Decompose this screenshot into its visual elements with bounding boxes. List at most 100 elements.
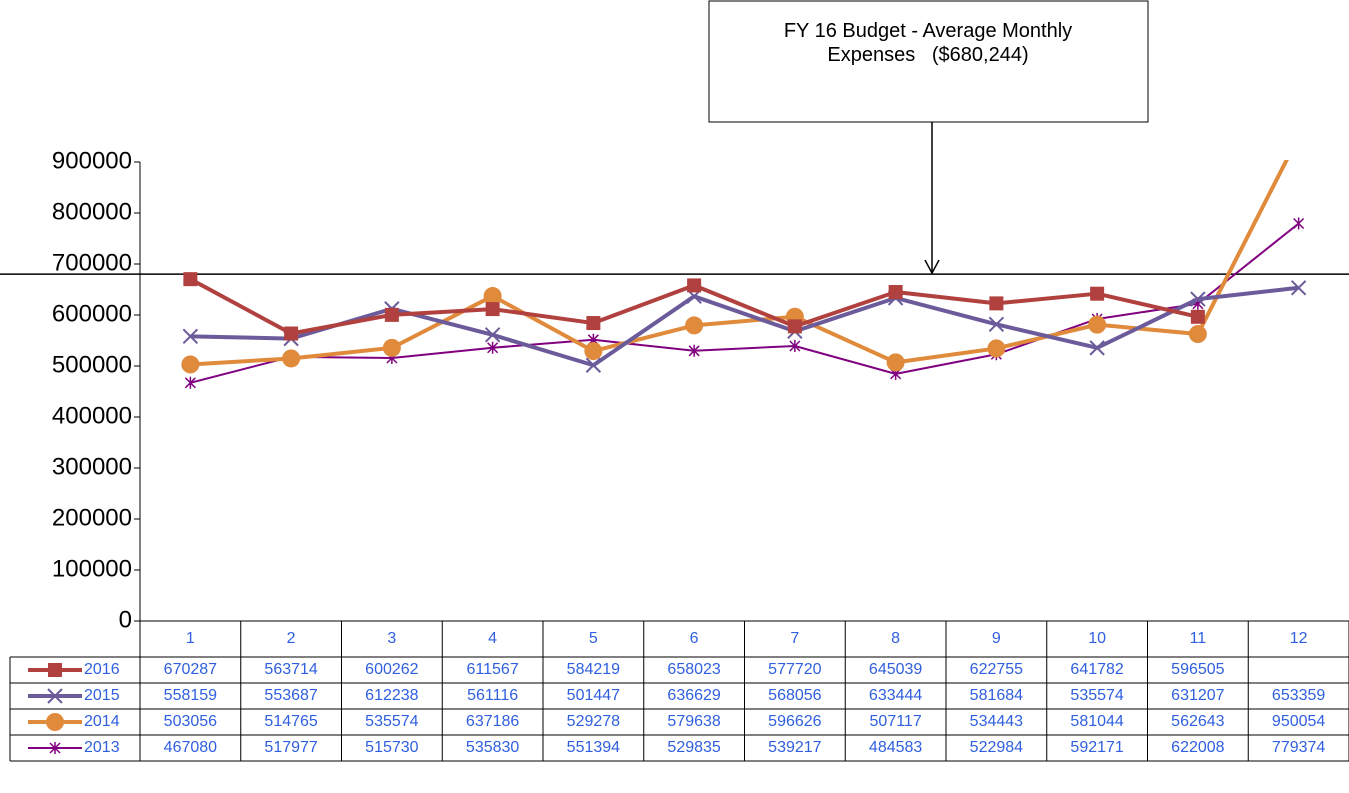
y-tick-label: 300000	[52, 453, 132, 480]
y-tick-label: 700000	[52, 249, 132, 276]
y-tick-label: 900000	[52, 147, 132, 174]
table-value: 551394	[567, 739, 620, 756]
table-value: 581684	[970, 687, 1023, 704]
table-value: 611567	[467, 661, 519, 678]
table-value: 529835	[667, 739, 720, 756]
marker	[888, 285, 903, 300]
table-value: 515730	[365, 739, 418, 756]
y-tick-label: 500000	[52, 351, 132, 378]
table-value: 653359	[1272, 687, 1325, 704]
table-value: 562643	[1171, 713, 1224, 730]
marker	[1089, 340, 1105, 356]
marker	[384, 307, 399, 322]
marker	[789, 339, 801, 352]
marker	[1293, 217, 1305, 230]
table-value: 596626	[768, 713, 821, 730]
table-value: 670287	[164, 661, 217, 678]
table-value: 558159	[164, 687, 217, 704]
table-value: 622008	[1171, 739, 1224, 756]
table-value: 596505	[1171, 661, 1224, 678]
series-line	[190, 222, 1300, 384]
table-value: 612238	[365, 687, 418, 704]
x-tick-label: 3	[387, 630, 396, 647]
table-value: 484583	[869, 739, 922, 756]
table-value: 467080	[164, 739, 217, 756]
x-tick-label: 2	[287, 630, 296, 647]
table-value: 622755	[970, 661, 1023, 678]
table-value: 579638	[667, 713, 720, 730]
table-value: 514765	[264, 713, 317, 730]
marker	[484, 327, 501, 343]
marker	[585, 357, 602, 373]
table-value: 535574	[365, 713, 418, 730]
x-tick-label: 12	[1290, 630, 1308, 647]
marker	[49, 742, 61, 754]
table-value: 561116	[467, 687, 518, 704]
y-tick-label: 100000	[52, 555, 132, 582]
marker	[687, 278, 702, 293]
table-value: 637186	[466, 713, 519, 730]
x-tick-label: 7	[790, 630, 799, 647]
table-value: 636629	[667, 687, 720, 704]
marker	[282, 349, 301, 368]
marker	[1290, 127, 1308, 145]
table-value: 535830	[466, 739, 519, 756]
table-value: 584219	[567, 661, 620, 678]
table-value: 517977	[264, 739, 317, 756]
table-value: 522984	[970, 739, 1023, 756]
marker	[685, 316, 704, 335]
series-line	[190, 160, 1289, 367]
marker	[182, 328, 199, 345]
marker	[47, 688, 63, 704]
x-tick-label: 6	[690, 630, 699, 647]
plot-area	[181, 127, 1308, 389]
marker	[483, 287, 502, 306]
table-value: 641782	[1070, 661, 1123, 678]
marker	[485, 302, 500, 317]
table-value: 503056	[164, 713, 217, 730]
table-value: 633444	[869, 687, 922, 704]
y-tick-label: 0	[119, 606, 132, 633]
table-value: 631207	[1171, 687, 1224, 704]
y-tick-label: 800000	[52, 198, 132, 225]
table-value: 658023	[667, 661, 720, 678]
marker	[284, 326, 299, 341]
marker	[987, 339, 1006, 358]
marker	[46, 713, 64, 731]
marker	[1088, 315, 1107, 334]
marker	[48, 663, 62, 677]
x-tick-label: 10	[1088, 630, 1106, 647]
marker	[183, 272, 198, 287]
x-tick-label: 11	[1190, 630, 1207, 647]
annotation: FY 16 Budget - Average Monthly Expenses (…	[784, 20, 1072, 66]
y-tick-label: 400000	[52, 402, 132, 429]
x-tick-label: 1	[186, 630, 195, 647]
legend-label: 2015	[84, 687, 120, 704]
marker	[787, 319, 802, 334]
table-value: 534443	[970, 713, 1023, 730]
legend-label: 2013	[84, 739, 120, 756]
table-value: 577720	[768, 661, 821, 678]
table-value: 950054	[1272, 713, 1325, 730]
marker	[1090, 286, 1105, 301]
table-value: 507117	[870, 713, 922, 730]
x-tick-label: 5	[589, 630, 598, 647]
marker	[184, 376, 196, 389]
marker	[988, 316, 1005, 333]
x-tick-label: 4	[488, 630, 497, 647]
table-value: 779374	[1272, 739, 1325, 756]
table-value: 553687	[264, 687, 317, 704]
x-tick-label: 9	[992, 630, 1001, 647]
marker	[1190, 291, 1206, 307]
annotation-box	[708, 0, 1149, 123]
table-value: 539217	[768, 739, 821, 756]
marker	[586, 316, 601, 331]
table-value: 592171	[1070, 739, 1123, 756]
series-line	[190, 285, 1299, 368]
marker	[886, 353, 905, 372]
x-tick-label: 8	[891, 630, 900, 647]
marker	[487, 341, 499, 354]
y-tick-label: 200000	[52, 504, 132, 531]
marker	[382, 338, 401, 357]
